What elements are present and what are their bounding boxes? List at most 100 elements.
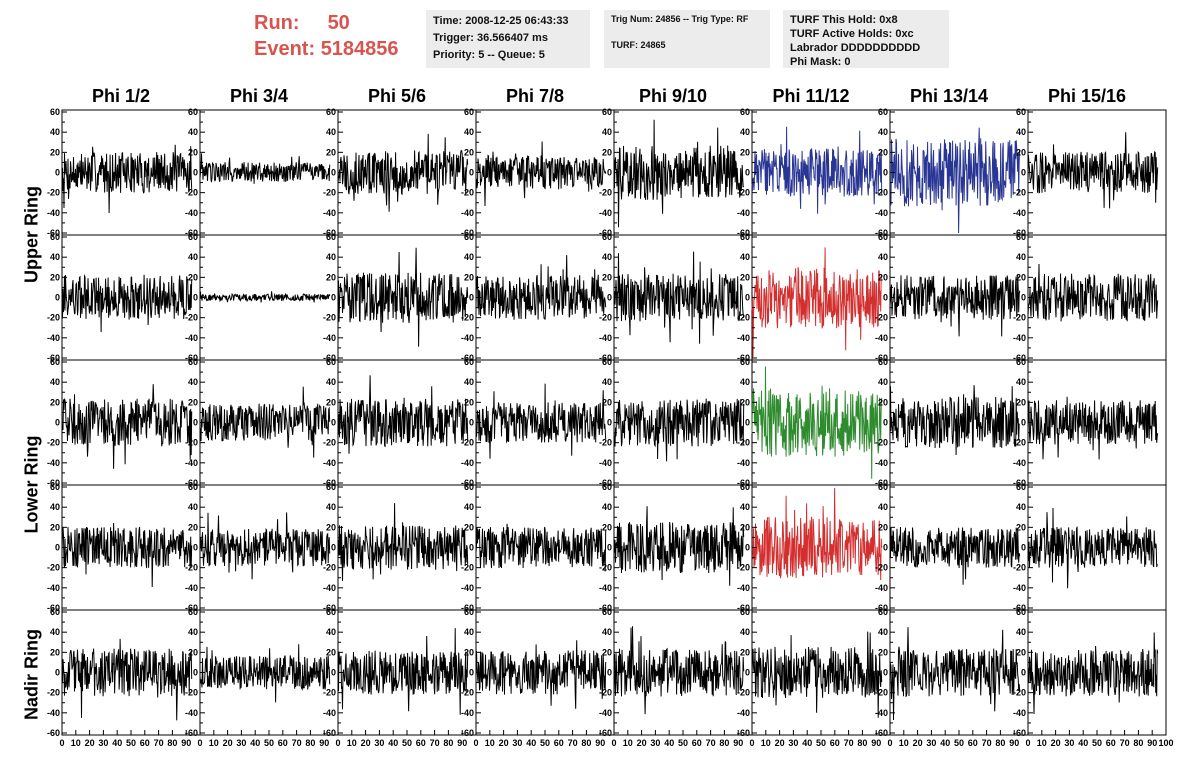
waveform-trace-r0-c7 xyxy=(1027,132,1159,209)
y-tick-label: 0 xyxy=(55,543,60,553)
y-tick-label: -60 xyxy=(461,228,474,238)
trigger-info-box: Trig Num: 24856 -- Trig Type: RF TURF: 2… xyxy=(604,10,770,68)
y-tick-label: 60 xyxy=(740,482,750,492)
y-tick-label: 60 xyxy=(1016,607,1026,617)
waveform-trace-r1-c4 xyxy=(613,251,745,344)
x-tick-label: 80 xyxy=(581,738,591,748)
y-tick-label: 0 xyxy=(1021,668,1026,678)
y-tick-label: 0 xyxy=(331,168,336,178)
y-tick-label: -60 xyxy=(875,728,888,738)
y-tick-label: -60 xyxy=(599,478,612,488)
y-tick-label: 20 xyxy=(464,647,474,657)
y-tick-label: 40 xyxy=(602,377,612,387)
y-tick-label: 20 xyxy=(188,647,198,657)
turf-num-text: TURF: 24865 xyxy=(611,40,666,50)
y-tick-label: -60 xyxy=(185,478,198,488)
y-tick-label: 60 xyxy=(602,107,612,117)
y-tick-label: -20 xyxy=(47,313,60,323)
y-tick-label: 20 xyxy=(188,147,198,157)
y-tick-label: -20 xyxy=(875,688,888,698)
y-tick-label: -60 xyxy=(47,728,60,738)
y-tick-label: -40 xyxy=(1013,583,1026,593)
y-tick-label: -60 xyxy=(1013,228,1026,238)
y-tick-label: -20 xyxy=(323,438,336,448)
x-tick-label: 10 xyxy=(209,738,219,748)
y-tick-label: 60 xyxy=(464,357,474,367)
x-tick-label: 80 xyxy=(167,738,177,748)
x-tick-label: 0 xyxy=(197,738,202,748)
waveform-trace-r3-c6 xyxy=(889,526,1021,585)
y-tick-label: 20 xyxy=(602,147,612,157)
y-tick-label: 0 xyxy=(607,668,612,678)
y-tick-label: -20 xyxy=(461,188,474,198)
x-tick-label: 40 xyxy=(802,738,812,748)
y-tick-label: -60 xyxy=(323,228,336,238)
y-tick-label: -40 xyxy=(323,708,336,718)
y-tick-label: -20 xyxy=(323,688,336,698)
y-tick-label: 20 xyxy=(1016,397,1026,407)
y-tick-label: -40 xyxy=(461,458,474,468)
y-tick-label: 20 xyxy=(188,397,198,407)
column-title-phi-13-14: Phi 13/14 xyxy=(909,86,989,106)
x-tick-label: 80 xyxy=(719,738,729,748)
y-tick-label: -20 xyxy=(1013,188,1026,198)
x-tick-label: 80 xyxy=(443,738,453,748)
x-tick-label: 10 xyxy=(1037,738,1047,748)
y-tick-label: 60 xyxy=(878,232,888,242)
turf-active-text: TURF Active Holds: 0xc xyxy=(790,28,914,40)
y-tick-label: -20 xyxy=(461,688,474,698)
y-tick-label: 0 xyxy=(745,168,750,178)
x-tick-label: 10 xyxy=(71,738,81,748)
y-tick-label: 20 xyxy=(602,647,612,657)
y-tick-label: 20 xyxy=(50,647,60,657)
x-tick-label: 20 xyxy=(637,738,647,748)
y-tick-label: 60 xyxy=(188,357,198,367)
run-value: 50 xyxy=(327,12,350,34)
x-tick-label: 90 xyxy=(457,738,467,748)
waveform-trace-r1-c7 xyxy=(1027,263,1159,322)
waveform-trace-r4-c7 xyxy=(1027,632,1159,715)
y-tick-label: -20 xyxy=(323,313,336,323)
x-tick-label: 90 xyxy=(871,738,881,748)
y-tick-label: -40 xyxy=(875,708,888,718)
y-tick-label: 20 xyxy=(188,272,198,282)
y-tick-label: 40 xyxy=(464,627,474,637)
x-tick-label: 70 xyxy=(154,738,164,748)
run-line: Run: 50 xyxy=(254,10,399,36)
y-tick-label: 0 xyxy=(883,543,888,553)
waveform-trace-r3-c3 xyxy=(475,523,607,572)
x-tick-label: 70 xyxy=(706,738,716,748)
x-tick-label: 90 xyxy=(1147,738,1157,748)
x-tick-label: 60 xyxy=(1106,738,1116,748)
y-tick-label: 0 xyxy=(1021,418,1026,428)
y-tick-label: -40 xyxy=(47,583,60,593)
y-tick-label: 0 xyxy=(469,168,474,178)
y-tick-label: 40 xyxy=(50,127,60,137)
x-tick-label: 10 xyxy=(485,738,495,748)
time-text: Time: 2008-12-25 06:43:33 xyxy=(433,15,569,27)
y-tick-label: -20 xyxy=(1013,688,1026,698)
y-tick-label: -60 xyxy=(875,228,888,238)
y-tick-label: 40 xyxy=(602,127,612,137)
y-tick-label: -20 xyxy=(875,563,888,573)
y-tick-label: -20 xyxy=(185,313,198,323)
y-tick-label: 20 xyxy=(878,397,888,407)
waveform-trace-r2-c0 xyxy=(61,384,193,469)
waveform-trace-r4-c5 xyxy=(751,631,883,718)
y-tick-label: -20 xyxy=(875,313,888,323)
x-tick-label: 40 xyxy=(250,738,260,748)
x-tick-label: 20 xyxy=(913,738,923,748)
y-tick-label: 0 xyxy=(745,293,750,303)
waveform-trace-r2-c2 xyxy=(337,375,469,454)
y-tick-label: -20 xyxy=(737,563,750,573)
y-tick-label: -20 xyxy=(599,438,612,448)
y-tick-label: 20 xyxy=(878,147,888,157)
y-tick-label: 40 xyxy=(740,627,750,637)
x-tick-label: 0 xyxy=(473,738,478,748)
x-tick-label: 0 xyxy=(1025,738,1030,748)
y-tick-label: 0 xyxy=(469,293,474,303)
y-tick-label: -40 xyxy=(185,458,198,468)
y-tick-label: 20 xyxy=(1016,147,1026,157)
y-tick-label: 60 xyxy=(188,232,198,242)
y-tick-label: -20 xyxy=(461,313,474,323)
